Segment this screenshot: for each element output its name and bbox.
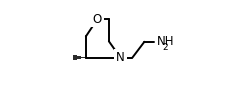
Text: NH: NH bbox=[156, 35, 174, 48]
Text: N: N bbox=[116, 51, 125, 64]
Text: O: O bbox=[93, 13, 102, 26]
Text: 2: 2 bbox=[163, 43, 168, 52]
